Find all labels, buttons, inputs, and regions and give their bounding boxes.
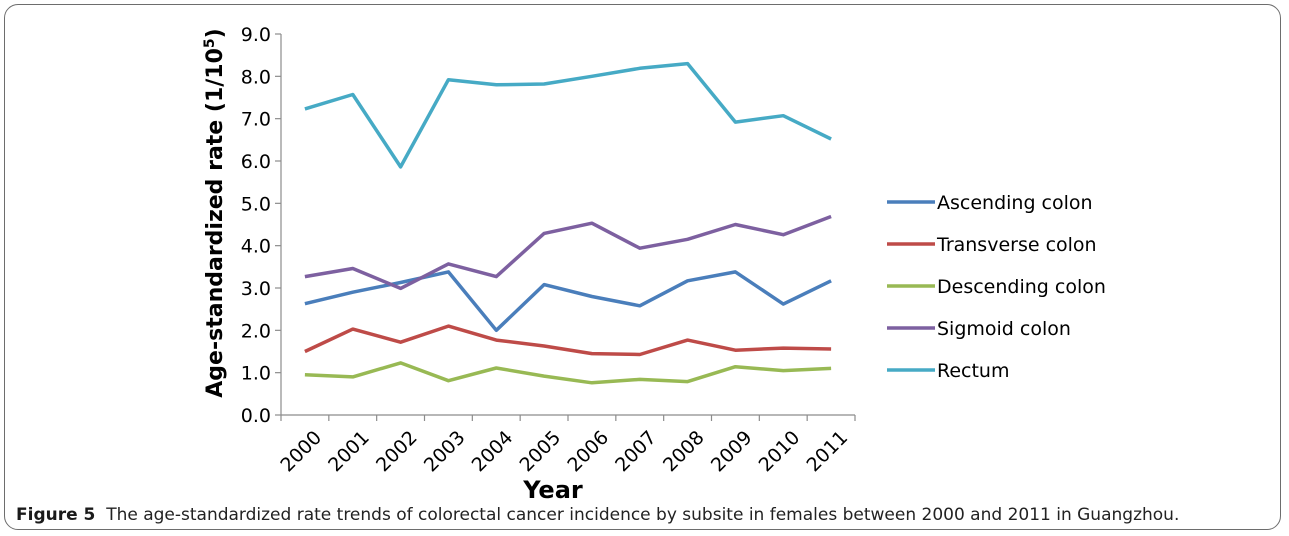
chart-legend: Ascending colon Transverse colon Descendin… (887, 192, 1106, 382)
x-tick-label: 2009 (707, 427, 757, 477)
caption-text: The age-standardized rate trends of colo… (106, 505, 1180, 525)
y-tick-labels: 0.0 1.0 2.0 3.0 4.0 5.0 6.0 7.0 8.0 9.0 (241, 24, 271, 427)
series-line-transverse-colon (304, 324, 832, 357)
x-tick-label: 2001 (324, 427, 374, 477)
legend-label: Rectum (937, 360, 1009, 382)
y-tick-label: 7.0 (241, 109, 271, 131)
y-axis-title: Age-standardized rate (1/105) (202, 28, 228, 397)
series-line-descending-colon (304, 361, 832, 385)
y-tick-label: 1.0 (241, 363, 271, 385)
y-axis-title-sup: 5 (202, 38, 218, 48)
x-tick-label: 2003 (420, 427, 470, 477)
x-tick-label: 2006 (563, 427, 613, 477)
x-tick-label: 2000 (276, 427, 326, 477)
chart-lines (304, 61, 832, 385)
y-tick-label: 2.0 (241, 320, 271, 342)
legend-label: Descending colon (937, 276, 1106, 298)
caption-label: Figure 5 (16, 505, 96, 525)
x-tick-label: 2007 (611, 427, 661, 477)
x-tick-label: 2008 (659, 427, 709, 477)
x-tick-label: 2005 (515, 427, 565, 477)
chart-axes (275, 33, 856, 421)
x-tick-label: 2010 (755, 427, 805, 477)
figure-caption: Figure 5 The age-standardized rate trend… (16, 505, 1276, 525)
y-tick-label: 9.0 (241, 24, 271, 46)
figure-frame (4, 4, 1281, 530)
y-tick-label: 4.0 (241, 236, 271, 258)
x-tick-label: 2011 (802, 427, 852, 477)
y-tick-label: 3.0 (241, 278, 271, 300)
y-tick-label: 5.0 (241, 193, 271, 215)
y-tick-label: 6.0 (241, 151, 271, 173)
legend-label: Sigmoid colon (937, 318, 1071, 340)
y-axis-title-main: Age-standardized rate (1/10 (203, 48, 228, 398)
y-axis-title-end: ) (203, 28, 228, 38)
series-line-rectum (304, 61, 832, 169)
series-line-sigmoid-colon (304, 214, 832, 291)
y-tick-label: 8.0 (241, 66, 271, 88)
legend-label: Ascending colon (937, 192, 1093, 214)
x-tick-label: 2004 (468, 427, 518, 477)
legend-label: Transverse colon (936, 234, 1097, 256)
x-tick-labels: 2000200120022003200420052006200720082009… (276, 427, 852, 477)
x-axis-title: Year (522, 476, 583, 504)
y-tick-label: 0.0 (241, 405, 271, 427)
x-tick-label: 2002 (372, 427, 422, 477)
